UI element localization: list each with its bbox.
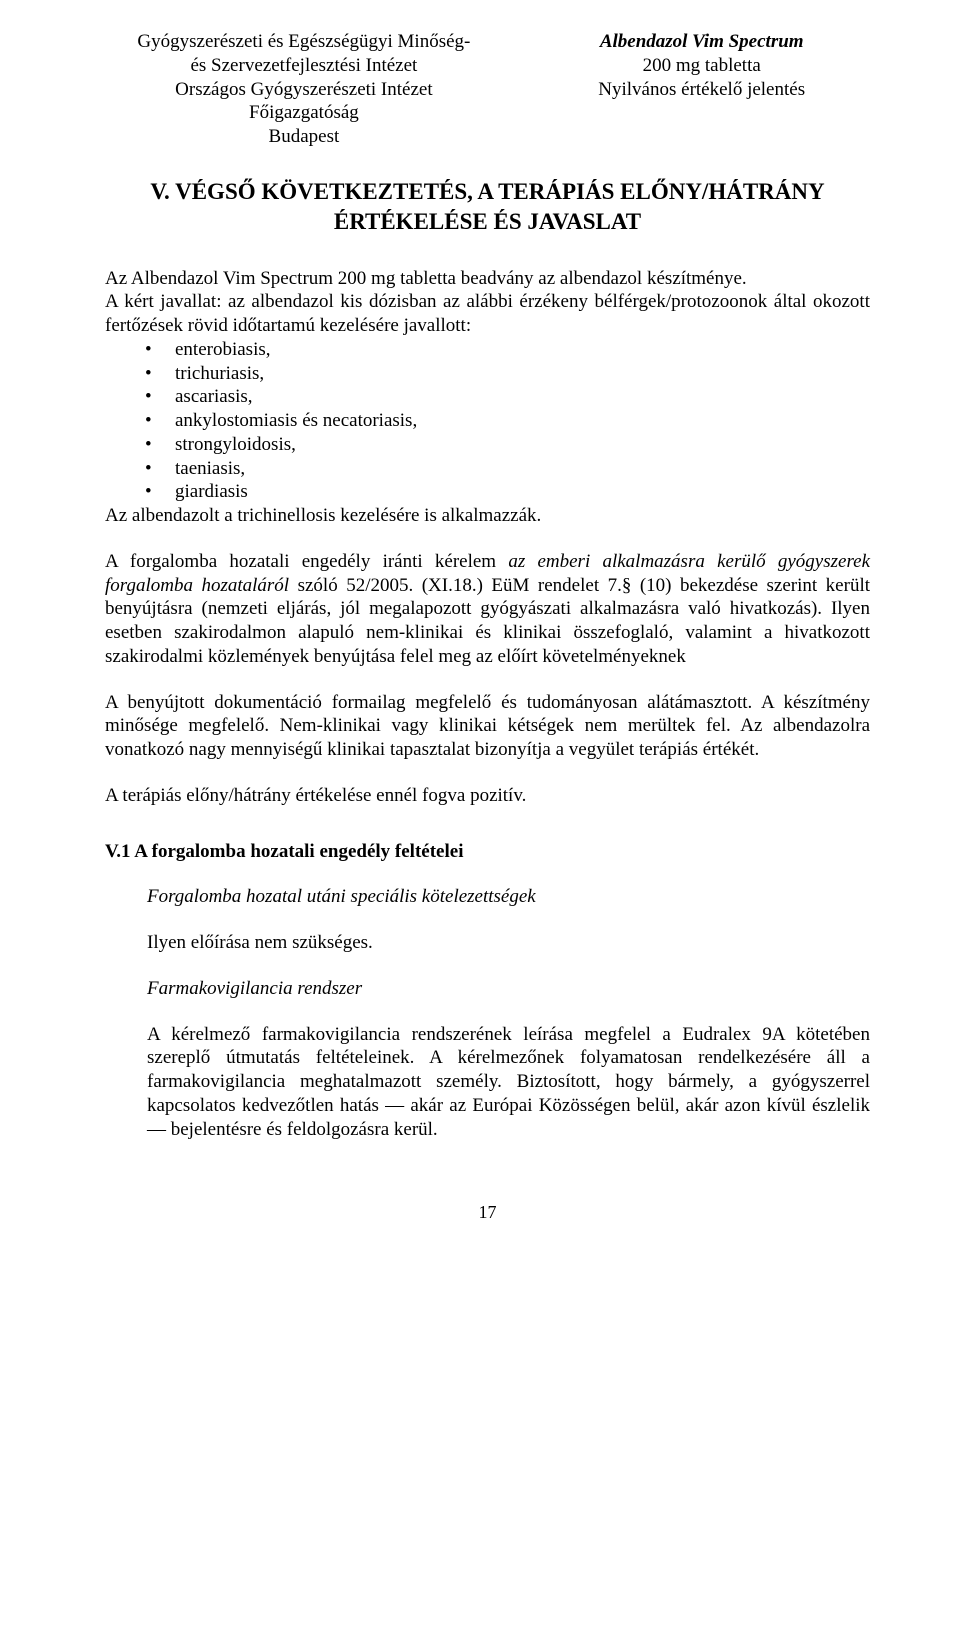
after-bullets: Az albendazolt a trichinellosis kezelésé… [105,504,870,528]
section-v1-body: Forgalomba hozatal utáni speciális kötel… [147,885,870,1141]
main-title: V. VÉGSŐ KÖVETKEZTETÉS, A TERÁPIÁS ELŐNY… [105,177,870,237]
paragraph-3-text: A benyújtott dokumentáció formailag megf… [105,691,870,762]
header-right-line2: 200 mg tabletta [533,54,870,78]
intro-line2: A kért javallat: az albendazol kis dózis… [105,290,870,338]
list-item: giardiasis [145,480,870,504]
p2-pre: A forgalomba hozatali engedély iránti ké… [105,551,508,572]
list-item: ankylostomiasis és necatoriasis, [145,409,870,433]
header-right-line1: Albendazol Vim Spectrum [533,30,870,54]
list-item: taeniasis, [145,457,870,481]
header-right: Albendazol Vim Spectrum 200 mg tabletta … [533,30,870,149]
header-left-line1: Gyógyszerészeti és Egészségügyi Minőség- [105,30,503,54]
paragraph-4: A terápiás előny/hátrány értékelése enné… [105,784,870,808]
header-left: Gyógyszerészeti és Egészségügyi Minőség-… [105,30,503,149]
page-number: 17 [105,1201,870,1224]
header-left-line5: Budapest [105,125,503,149]
intro-paragraph: Az Albendazol Vim Spectrum 200 mg tablet… [105,267,870,528]
paragraph-2-text: A forgalomba hozatali engedély iránti ké… [105,550,870,669]
header-left-line2: és Szervezetfejlesztési Intézet [105,54,503,78]
list-item: ascariasis, [145,385,870,409]
header-left-line3: Országos Gyógyszerészeti Intézet [105,78,503,102]
bullet-list: enterobiasis, trichuriasis, ascariasis, … [145,338,870,504]
list-item: enterobiasis, [145,338,870,362]
list-item: strongyloidosis, [145,433,870,457]
section-v1-title: V.1 A forgalomba hozatali engedély felté… [105,840,870,864]
list-item: trichuriasis, [145,362,870,386]
sub1-body: Ilyen előírása nem szükséges. [147,931,870,955]
paragraph-2: A forgalomba hozatali engedély iránti ké… [105,550,870,669]
sub2-title: Farmakovigilancia rendszer [147,977,870,1001]
sub2-body: A kérelmező farmakovigilancia rendszerén… [147,1023,870,1142]
header-left-line4: Főigazgatóság [105,101,503,125]
header-right-line3: Nyilvános értékelő jelentés [533,78,870,102]
page-header: Gyógyszerészeti és Egészségügyi Minőség-… [105,30,870,149]
sub1-title: Forgalomba hozatal utáni speciális kötel… [147,885,870,909]
intro-line1: Az Albendazol Vim Spectrum 200 mg tablet… [105,267,870,291]
paragraph-4-text: A terápiás előny/hátrány értékelése enné… [105,784,870,808]
paragraph-3: A benyújtott dokumentáció formailag megf… [105,691,870,762]
